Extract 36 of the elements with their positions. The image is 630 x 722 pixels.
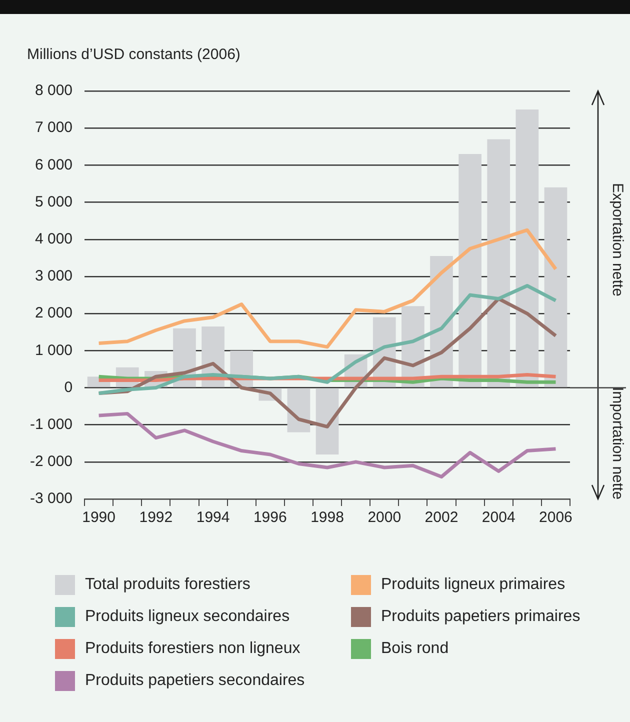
- x-tick-label: 1990: [82, 509, 116, 526]
- y-tick-label: -1 000: [30, 416, 73, 433]
- legend-label: Produits ligneux primaires: [381, 576, 566, 594]
- y-tick-label: 5 000: [34, 193, 73, 210]
- y-tick-label: 8 000: [34, 82, 73, 100]
- bar: [487, 139, 510, 388]
- y-axis-title: Millions d’USD constants (2006): [27, 46, 240, 63]
- x-tick-label: 1996: [253, 509, 287, 526]
- x-tick-label: 2006: [539, 509, 572, 526]
- bar: [316, 388, 339, 454]
- x-tick-label: 1992: [139, 509, 173, 526]
- text: Importation nette: [609, 386, 626, 500]
- bar: [544, 187, 568, 388]
- legend-label: Produits papetiers secondaires: [85, 672, 305, 690]
- y-tick-label: 6 000: [34, 156, 73, 174]
- y-tick-label: -2 000: [30, 453, 73, 470]
- x-tick-label: 1998: [310, 509, 344, 526]
- legend-label: Produits papetiers primaires: [381, 608, 580, 626]
- x-tick-label: 2000: [368, 509, 402, 526]
- y-tick-label: 4 000: [34, 230, 73, 248]
- y-tick-label: 0: [64, 378, 73, 396]
- y-tick-label: 7 000: [34, 119, 73, 136]
- legend-label: Bois rond: [381, 640, 449, 658]
- y-tick-label: 1 000: [34, 342, 73, 359]
- text: Exportation nette: [609, 182, 626, 296]
- legend-label: Total produits forestiers: [85, 576, 250, 594]
- bar: [516, 110, 539, 388]
- legend-label: Produits ligneux secondaires: [85, 608, 290, 626]
- legend-label: Produits forestiers non ligneux: [85, 640, 300, 658]
- y-tick-label: -3 000: [30, 490, 73, 508]
- x-tick-label: 2002: [424, 509, 458, 526]
- y-tick-label: 3 000: [34, 268, 73, 285]
- x-tick-label: 2004: [482, 509, 516, 526]
- y-tick-label: 2 000: [34, 304, 73, 322]
- x-tick-label: 1994: [196, 509, 230, 526]
- bar: [458, 154, 482, 388]
